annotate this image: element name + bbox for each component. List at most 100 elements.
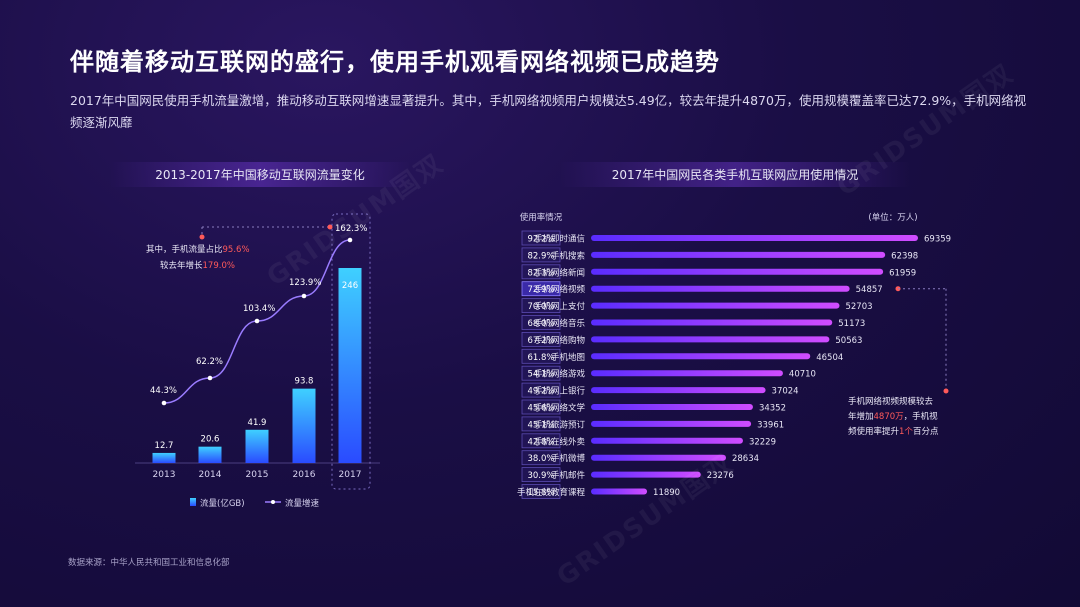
rate-value: 54.1%	[527, 370, 554, 380]
rate-box	[521, 416, 561, 432]
rate-value: 82.9%	[527, 251, 554, 261]
rate-header: 使用率情况	[520, 212, 563, 223]
annotation-dot	[327, 224, 333, 230]
x-tick-label: 2015	[246, 470, 269, 480]
growth-point	[161, 400, 167, 406]
category-label: 手机网络游戏	[534, 369, 586, 380]
legend-bar-swatch	[190, 498, 196, 506]
bar	[245, 429, 269, 463]
annotation-dot	[943, 388, 949, 394]
x-tick-label: 2016	[293, 470, 316, 480]
bar-value-label: 12.7	[155, 441, 174, 451]
bar	[591, 437, 743, 444]
bar-value-label: 34352	[759, 404, 786, 414]
rate-box	[521, 247, 561, 263]
bar	[591, 488, 648, 495]
bar-value-label: 50563	[835, 336, 862, 346]
rate-value: 82.3%	[527, 268, 554, 278]
rate-box	[521, 264, 561, 280]
legend-bar-label: 流量(亿GB)	[200, 498, 245, 509]
unit-label: (单位：万人)	[868, 212, 917, 223]
rate-box	[521, 399, 561, 415]
category-label: 手机网络视频	[534, 284, 586, 295]
bar-value-label: 62398	[891, 251, 918, 261]
rate-value: 68.0%	[527, 319, 554, 329]
bar-value-label: 23276	[707, 471, 734, 481]
rate-value: 67.2%	[527, 336, 554, 346]
growth-value-label: 162.3%	[335, 224, 367, 234]
annotation-text: 年增加4870万，手机视	[848, 411, 938, 422]
rate-box	[521, 331, 561, 347]
category-label: 手机网上银行	[534, 386, 586, 397]
bar	[591, 387, 766, 394]
bar	[591, 336, 830, 343]
x-tick-label: 2013	[153, 470, 176, 480]
rate-value: 45.1%	[527, 420, 554, 430]
bar-value-label: 33961	[757, 420, 784, 430]
rate-value: 92.2%	[527, 235, 554, 245]
bar	[198, 446, 222, 463]
rate-box	[521, 433, 561, 449]
category-label: 手机地图	[551, 352, 585, 363]
category-label: 手机搜索	[551, 250, 585, 261]
bar-value-label: 28634	[732, 454, 759, 464]
category-label: 手机网上支付	[534, 301, 586, 312]
bar-value-label: 20.6	[201, 435, 220, 445]
category-label: 手机旅游预订	[534, 419, 586, 430]
bar-value-label: 54857	[856, 285, 883, 295]
x-tick-label: 2017	[339, 470, 362, 480]
x-tick-label: 2014	[199, 470, 222, 480]
category-label: 手机邮件	[551, 470, 586, 481]
bar-value-label: 41.9	[248, 418, 267, 428]
bar	[591, 251, 886, 258]
bar	[591, 370, 783, 377]
rate-value: 72.9%	[527, 285, 554, 295]
rate-value: 70.0%	[527, 302, 554, 312]
annotation-dot	[199, 234, 205, 240]
bar	[591, 454, 726, 461]
page-description: 2017年中国网民使用手机流量激增，推动移动互联网增速显著提升。其中，手机网络视…	[70, 93, 1027, 130]
growth-value-label: 44.3%	[150, 386, 177, 396]
rate-value: 61.8%	[527, 353, 554, 363]
bar-value-label: 51173	[838, 319, 865, 329]
bar-value-label: 40710	[789, 370, 816, 380]
growth-point	[207, 375, 213, 381]
legend-line-point	[271, 500, 275, 504]
rate-box	[521, 315, 561, 330]
bar	[591, 319, 833, 326]
rate-box	[521, 382, 561, 398]
annotation-text: 手机网络视频规模较去	[848, 396, 934, 407]
bar	[591, 268, 884, 275]
bar	[591, 302, 840, 309]
growth-value-label: 123.9%	[289, 278, 321, 288]
highlight-frame	[331, 213, 371, 490]
rate-value: 38.0%	[527, 454, 554, 464]
bar-value-label: 52703	[845, 302, 872, 312]
growth-point	[347, 237, 353, 243]
growth-value-label: 62.2%	[196, 357, 223, 367]
bar-value-label: 61959	[889, 268, 916, 278]
annotation-text: 频使用率提升1个百分点	[848, 426, 939, 437]
bar-value-label: 69359	[924, 235, 951, 245]
category-label: 手机网络购物	[534, 335, 586, 346]
category-label: 手机网络新闻	[534, 267, 585, 278]
bar	[292, 388, 316, 463]
rate-box	[521, 365, 561, 381]
category-label: 手机在线外卖	[534, 436, 586, 447]
left-chart-title: 2013-2017年中国移动互联网流量变化	[110, 162, 410, 187]
rate-value: 42.8%	[527, 437, 554, 447]
bar-value-label: 246	[342, 281, 358, 291]
bar	[591, 404, 753, 410]
category-label: 手机在线教育课程	[517, 487, 586, 498]
growth-point	[301, 293, 307, 299]
rate-value: 30.9%	[527, 471, 554, 481]
right-chart-title: 2017年中国网民各类手机互联网应用使用情况	[560, 162, 910, 187]
rate-box	[521, 281, 561, 297]
page-title: 伴随着移动互联网的盛行，使用手机观看网络视频已成趋势	[70, 48, 720, 76]
bar	[591, 420, 752, 427]
growth-value-label: 103.4%	[243, 304, 275, 314]
rate-value: 15.8%	[527, 488, 554, 498]
annotation-text: 较去年增长179.0%	[160, 260, 235, 271]
bar	[591, 471, 701, 478]
